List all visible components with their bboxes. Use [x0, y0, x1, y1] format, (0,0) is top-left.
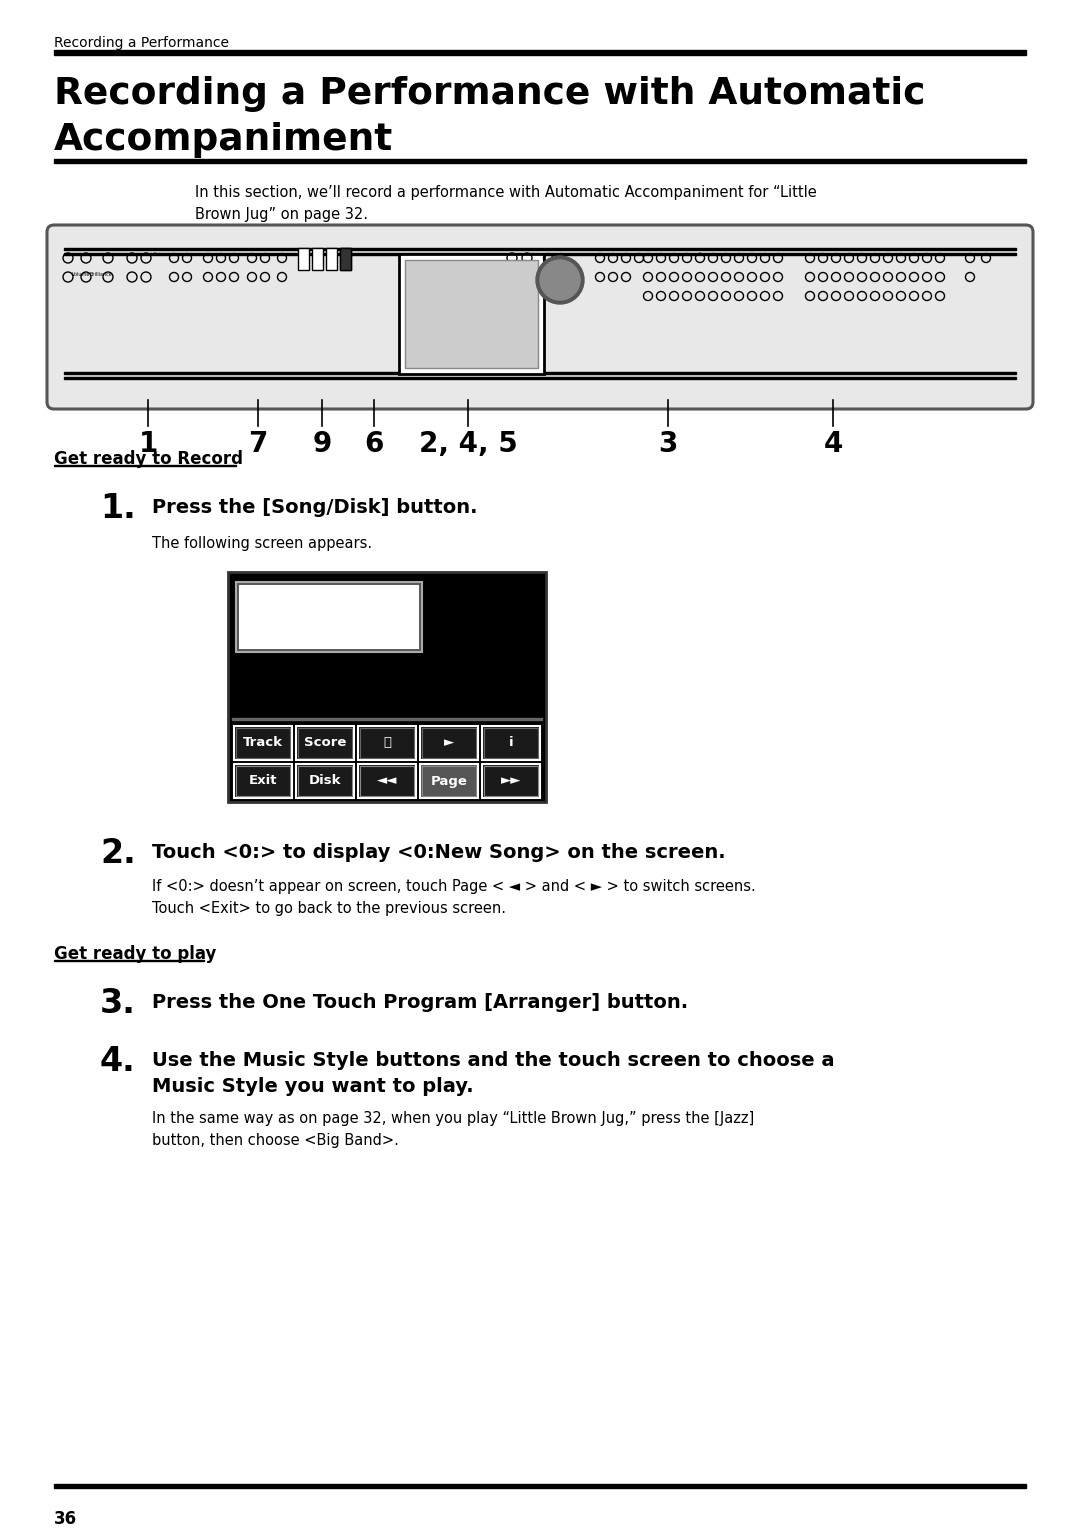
Bar	[54, 50, 1026, 55]
Text: Disk: Disk	[309, 775, 341, 787]
Bar	[484, 727, 538, 758]
FancyBboxPatch shape	[48, 225, 1032, 410]
Text: If <0:> doesn’t appear on screen, touch Page < ◄ > and < ► > to switch screens.
: If <0:> doesn’t appear on screen, touch …	[152, 879, 756, 917]
Text: ⏻: ⏻	[383, 736, 391, 750]
Bar	[298, 248, 309, 270]
Text: ►: ►	[444, 736, 454, 750]
Bar	[482, 726, 540, 759]
Text: 6: 6	[364, 429, 383, 458]
Bar	[298, 727, 352, 758]
Text: Get ready to play: Get ready to play	[54, 944, 216, 963]
Text: Get ready to Record: Get ready to Record	[54, 451, 243, 468]
Bar	[64, 248, 1016, 251]
Bar	[399, 254, 544, 374]
Text: Touch <0:> to display <0:New Song> on the screen.: Touch <0:> to display <0:New Song> on th…	[152, 843, 726, 862]
Bar	[237, 582, 422, 652]
Text: 4: 4	[823, 429, 842, 458]
Bar	[237, 727, 291, 758]
Text: Track: Track	[243, 736, 283, 750]
Text: Press the [Song/Disk] button.: Press the [Song/Disk] button.	[152, 498, 477, 516]
Bar	[234, 764, 292, 798]
Bar	[240, 587, 418, 648]
Text: Page: Page	[431, 775, 468, 787]
Bar	[360, 766, 414, 796]
Bar	[420, 726, 478, 759]
Text: 2, 4, 5: 2, 4, 5	[419, 429, 517, 458]
Text: 0: New Song: 0: New Song	[252, 601, 372, 617]
Circle shape	[536, 257, 584, 304]
Text: 9: 9	[312, 429, 332, 458]
Text: 1: 1	[138, 429, 158, 458]
Bar	[296, 726, 354, 759]
Bar	[482, 764, 540, 798]
Bar	[357, 764, 416, 798]
Circle shape	[540, 260, 580, 299]
Bar	[64, 371, 1016, 374]
Text: i: i	[509, 736, 513, 750]
Bar	[326, 248, 337, 270]
Bar	[360, 727, 414, 758]
Bar	[340, 248, 351, 270]
Bar	[54, 159, 1026, 163]
Text: Recording a Performance: Recording a Performance	[54, 37, 229, 50]
Text: 4.: 4.	[100, 1045, 136, 1077]
Text: Exit: Exit	[248, 775, 278, 787]
Text: Accompaniment: Accompaniment	[54, 122, 393, 157]
Text: 36: 36	[54, 1510, 77, 1528]
Text: Recording a Performance with Automatic: Recording a Performance with Automatic	[54, 76, 926, 112]
Bar	[422, 766, 476, 796]
Text: 1.: 1.	[100, 492, 136, 526]
Text: 7: 7	[248, 429, 268, 458]
Bar	[228, 571, 546, 802]
Bar	[237, 766, 291, 796]
Text: Brilliance: Brilliance	[90, 272, 112, 277]
Text: The following screen appears.: The following screen appears.	[152, 536, 373, 552]
Bar	[232, 718, 542, 720]
Bar	[298, 766, 352, 796]
Text: Score: Score	[303, 736, 347, 750]
Bar	[340, 248, 351, 270]
Bar	[405, 260, 538, 368]
Text: Use the Music Style buttons and the touch screen to choose a
Music Style you wan: Use the Music Style buttons and the touc…	[152, 1051, 835, 1097]
Text: ◄◄: ◄◄	[377, 775, 397, 787]
Bar	[234, 726, 292, 759]
Bar	[54, 1484, 1026, 1488]
Text: Volume: Volume	[72, 272, 91, 277]
Bar	[484, 766, 538, 796]
Text: 2.: 2.	[100, 837, 136, 869]
Text: In the same way as on page 32, when you play “Little Brown Jug,” press the [Jazz: In the same way as on page 32, when you …	[152, 1111, 754, 1148]
Text: Press the One Touch Program [Arranger] button.: Press the One Touch Program [Arranger] b…	[152, 993, 688, 1012]
Text: In this section, we’ll record a performance with Automatic Accompaniment for “Li: In this section, we’ll record a performa…	[195, 185, 816, 222]
Bar	[312, 248, 323, 270]
Bar	[64, 376, 1016, 379]
Bar	[64, 252, 1016, 255]
Bar	[422, 727, 476, 758]
Bar	[296, 764, 354, 798]
Bar	[357, 726, 416, 759]
Bar	[420, 764, 478, 798]
Text: ►►: ►►	[501, 775, 522, 787]
Text: 3: 3	[659, 429, 677, 458]
Text: 3.: 3.	[100, 987, 136, 1021]
